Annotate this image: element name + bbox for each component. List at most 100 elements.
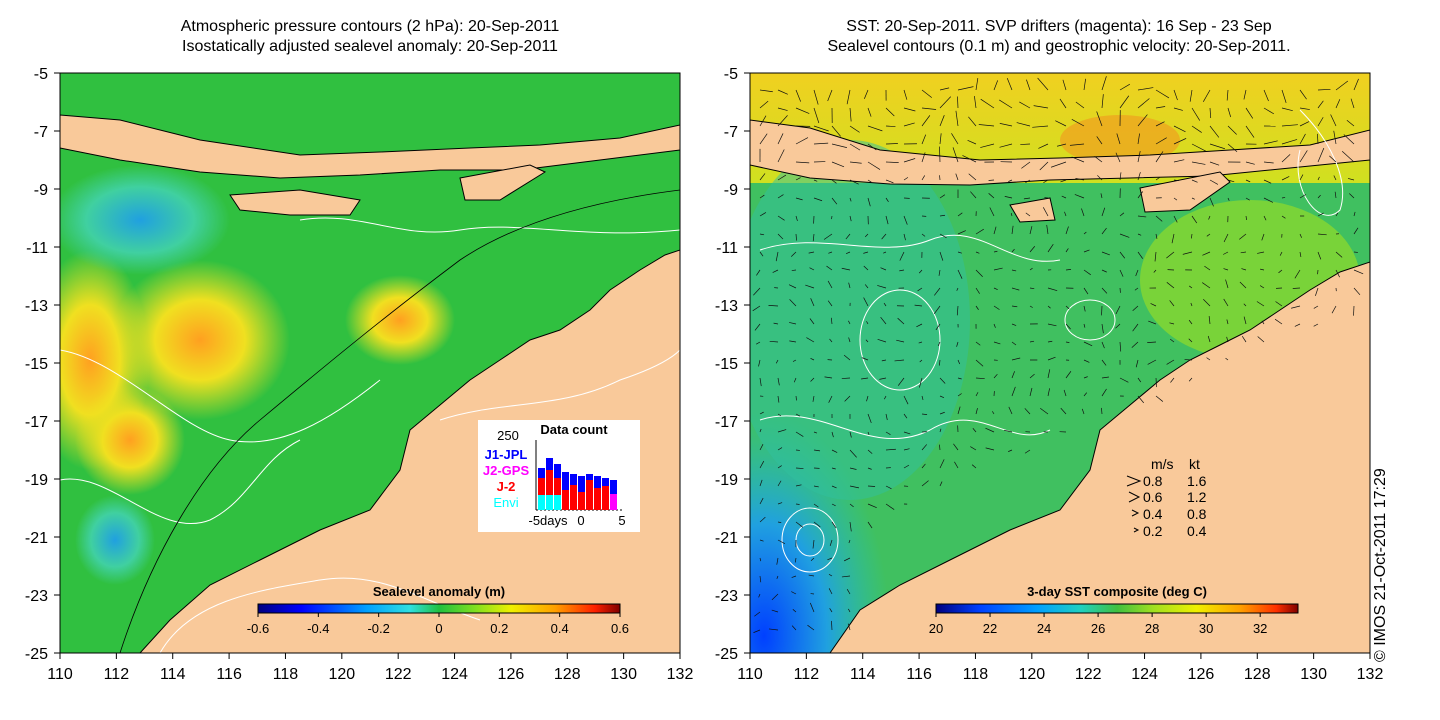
velocity-arrow [999, 99, 1013, 109]
velocity-arrow [1135, 359, 1139, 368]
j1-bar [602, 478, 609, 486]
right-x-tick-label: 110 [737, 666, 763, 683]
velocity-arrow [1008, 406, 1013, 415]
velocity-arrow [1166, 282, 1175, 289]
velocity-arrow [1317, 100, 1324, 109]
left-panel-title: Atmospheric pressure contours (2 hPa): 2… [60, 17, 680, 57]
velocity-arrow [831, 431, 834, 438]
velocity-arrow [914, 304, 923, 307]
velocity-arrow [827, 557, 833, 561]
velocity-arrow [1060, 179, 1067, 183]
velocity-arrow [1011, 371, 1015, 379]
velocity-arrow [1317, 147, 1325, 163]
velocity-arrow [1011, 269, 1017, 272]
velocity-arrow [885, 125, 896, 127]
velocity-arrow [1169, 322, 1175, 325]
velocity-legend-kt: 0.4 [1187, 523, 1207, 539]
velocity-arrow [934, 287, 941, 296]
velocity-arrow [903, 464, 910, 469]
velocity-arrow [1101, 76, 1107, 91]
data-count-inset: Data count 250 J1-JPL J2-GPS J-2 Envi -5… [478, 420, 640, 532]
velocity-arrow [899, 269, 905, 272]
velocity-arrow [867, 125, 883, 132]
velocity-arrow [1281, 89, 1287, 103]
velocity-arrow [1011, 341, 1017, 346]
velocity-arrow [831, 467, 836, 470]
right-x-tick-label: 128 [1244, 666, 1271, 683]
velocity-arrow [795, 215, 798, 222]
left-y-tick-label: -23 [25, 588, 48, 605]
velocity-arrow [1227, 125, 1237, 135]
velocity-arrow [919, 359, 923, 363]
velocity-arrow [809, 267, 815, 271]
velocity-arrow [1119, 233, 1130, 238]
right-colorbar-tick-label: 26 [1091, 621, 1105, 636]
velocity-legend-ms-header: m/s [1151, 456, 1174, 472]
velocity-arrow [1134, 287, 1139, 291]
velocity-arrow [1137, 215, 1147, 218]
velocity-arrow [769, 340, 779, 343]
velocity-arrow [759, 479, 763, 487]
velocity-arrow [1043, 179, 1049, 183]
sealevel-contour [859, 289, 941, 391]
velocity-arrow [777, 480, 782, 487]
velocity-arrow [863, 297, 869, 307]
velocity-arrow [1064, 211, 1067, 217]
velocity-arrow [903, 107, 916, 112]
pressure-contour [439, 349, 680, 421]
velocity-arrow [921, 444, 928, 451]
left-x-tick-label: 128 [554, 666, 581, 683]
velocity-arrow [848, 337, 851, 343]
velocity-arrow [921, 89, 932, 98]
velocity-arrow [962, 155, 977, 163]
velocity-arrow [823, 233, 833, 240]
velocity-arrow [1065, 305, 1070, 310]
velocity-arrow [1226, 89, 1229, 101]
velocity-arrow [810, 298, 815, 307]
left-x-tick-label: 132 [667, 666, 694, 683]
velocity-arrow [759, 411, 764, 415]
right-x-tick-label: 130 [1300, 666, 1327, 683]
left-y-tick-label: -19 [25, 472, 48, 489]
velocity-arrow [921, 395, 924, 401]
velocity-arrow [1317, 176, 1320, 181]
velocity-arrow [775, 251, 779, 262]
velocity-arrow [1173, 89, 1178, 101]
velocity-arrow [978, 124, 995, 127]
high-anomaly-region [75, 385, 185, 495]
j2-bar [586, 480, 593, 510]
velocity-arrow [1008, 179, 1013, 182]
velocity-arrow [1189, 89, 1193, 102]
velocity-arrow [1263, 179, 1272, 184]
velocity-arrow [993, 226, 997, 235]
velocity-arrow [865, 339, 869, 343]
velocity-arrow [1329, 155, 1337, 163]
velocity-arrow [954, 461, 959, 469]
j1-bar [578, 476, 585, 492]
velocity-arrow [867, 143, 877, 151]
left-colorbar-label: Sealevel anomaly (m) [373, 584, 505, 599]
velocity-arrow [975, 269, 983, 278]
high-anomaly-region [345, 275, 455, 365]
right-colorbar-tick-label: 20 [929, 621, 943, 636]
velocity-arrow [777, 395, 780, 403]
velocity-arrow [1101, 207, 1106, 217]
left-colorbar-tick-label: -0.6 [247, 621, 269, 636]
velocity-arrow [1137, 395, 1145, 404]
velocity-arrow [897, 317, 905, 325]
j2-bar [538, 478, 545, 495]
velocity-arrow [1061, 195, 1067, 199]
velocity-arrow [848, 320, 851, 325]
left-map-panel [60, 73, 680, 653]
velocity-arrow [809, 602, 815, 613]
velocity-arrow [1317, 117, 1324, 127]
velocity-arrow [975, 305, 979, 310]
right-title-line2: Sealevel contours (0.1 m) and geostrophi… [827, 38, 1291, 55]
low-anomaly-region [75, 495, 155, 585]
velocity-arrow [957, 86, 974, 91]
velocity-arrow [1148, 320, 1157, 325]
velocity-arrow [1263, 107, 1275, 115]
velocity-arrow [1223, 233, 1229, 243]
j2-bar [578, 492, 585, 510]
velocity-arrow [1209, 125, 1220, 138]
